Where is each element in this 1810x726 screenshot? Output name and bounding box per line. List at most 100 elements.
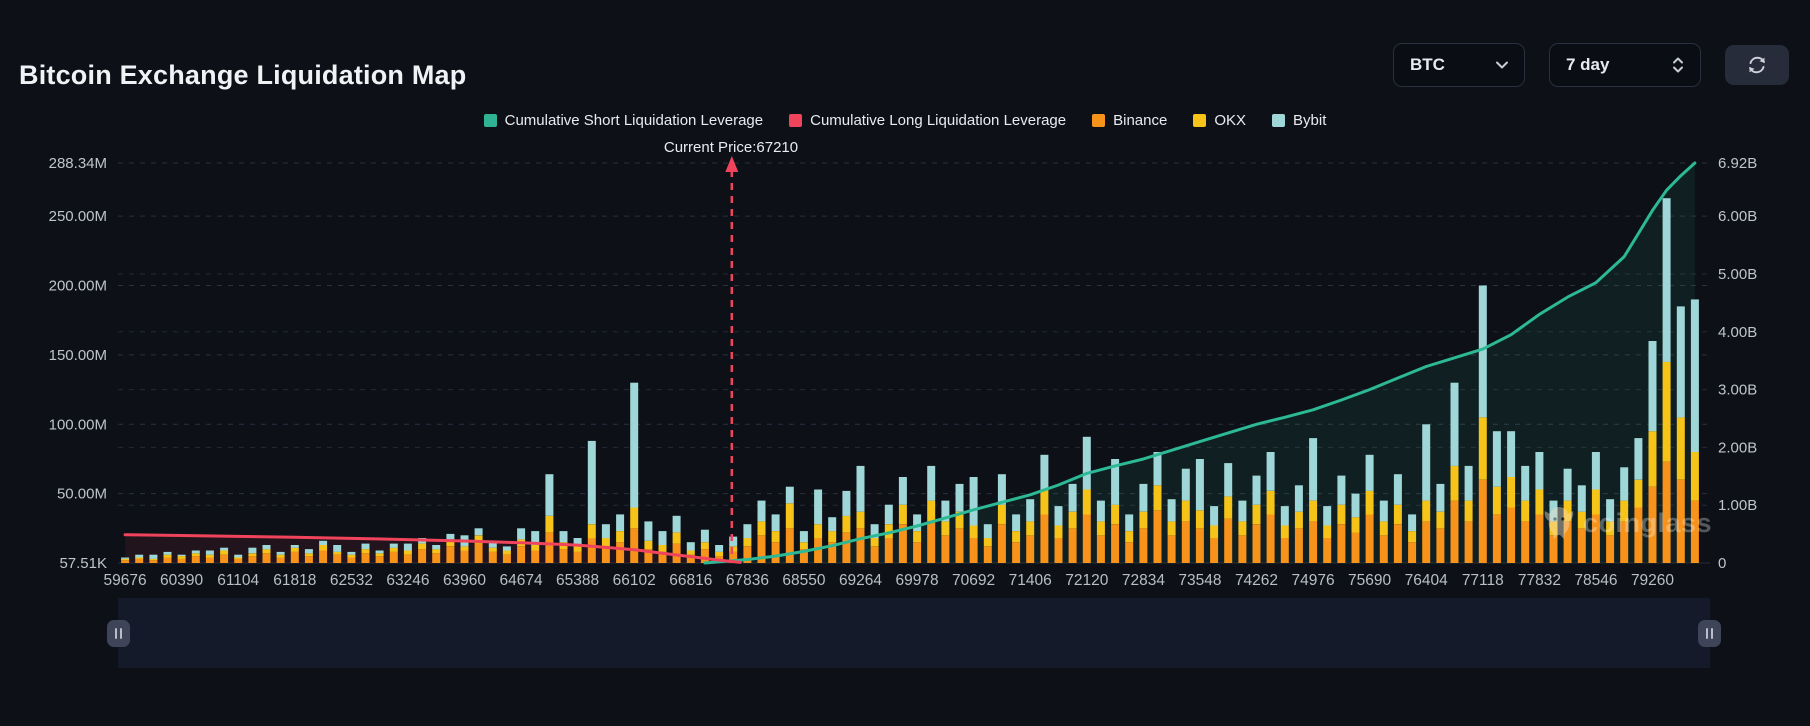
bar-okx[interactable] bbox=[1591, 489, 1600, 515]
bar-bybit[interactable] bbox=[1648, 341, 1657, 432]
bar-okx[interactable] bbox=[913, 531, 922, 543]
bar-okx[interactable] bbox=[616, 531, 625, 543]
bar-bybit[interactable] bbox=[1634, 438, 1643, 480]
bar-bybit[interactable] bbox=[177, 554, 186, 557]
bar-binance[interactable] bbox=[290, 551, 299, 563]
bar-okx[interactable] bbox=[375, 553, 384, 557]
bar-bybit[interactable] bbox=[1252, 475, 1261, 505]
bar-bybit[interactable] bbox=[1676, 306, 1685, 418]
bar-binance[interactable] bbox=[927, 521, 936, 563]
bar-okx[interactable] bbox=[1252, 504, 1261, 525]
bar-binance[interactable] bbox=[1266, 514, 1275, 563]
bar-bybit[interactable] bbox=[785, 486, 794, 504]
bar-bybit[interactable] bbox=[1012, 514, 1021, 531]
bar-binance[interactable] bbox=[898, 524, 907, 563]
bar-bybit[interactable] bbox=[616, 514, 625, 531]
bar-bybit[interactable] bbox=[1337, 475, 1346, 505]
bar-okx[interactable] bbox=[828, 531, 837, 543]
bar-bybit[interactable] bbox=[1408, 514, 1417, 531]
bar-bybit[interactable] bbox=[319, 540, 328, 545]
legend-item-cumulative-long-liquidation-leverage[interactable]: Cumulative Long Liquidation Leverage bbox=[789, 112, 1066, 129]
bar-binance[interactable] bbox=[1591, 514, 1600, 563]
bar-bybit[interactable] bbox=[1549, 500, 1558, 522]
bar-okx[interactable] bbox=[191, 553, 200, 557]
bar-okx[interactable] bbox=[1535, 489, 1544, 515]
bar-okx[interactable] bbox=[1393, 504, 1402, 525]
bar-binance[interactable] bbox=[1026, 535, 1035, 563]
bar-bybit[interactable] bbox=[220, 547, 229, 551]
bar-bybit[interactable] bbox=[1563, 468, 1572, 501]
bar-okx[interactable] bbox=[531, 545, 540, 551]
bar-bybit[interactable] bbox=[290, 545, 299, 548]
bar-binance[interactable] bbox=[644, 549, 653, 563]
bar-okx[interactable] bbox=[135, 557, 144, 559]
bar-bybit[interactable] bbox=[1492, 431, 1501, 487]
bar-bybit[interactable] bbox=[927, 465, 936, 501]
bar-bybit[interactable] bbox=[870, 524, 879, 539]
bar-okx[interactable] bbox=[955, 511, 964, 529]
bar-binance[interactable] bbox=[163, 557, 172, 564]
legend-item-okx[interactable]: OKX bbox=[1193, 112, 1246, 129]
bar-okx[interactable] bbox=[1648, 431, 1657, 487]
bar-binance[interactable] bbox=[658, 551, 667, 563]
bar-bybit[interactable] bbox=[1620, 467, 1629, 501]
bar-okx[interactable] bbox=[1210, 525, 1219, 539]
bar-okx[interactable] bbox=[1309, 500, 1318, 522]
bar-binance[interactable] bbox=[191, 556, 200, 563]
bar-bybit[interactable] bbox=[1040, 454, 1049, 490]
bar-binance[interactable] bbox=[1096, 535, 1105, 563]
bar-binance[interactable] bbox=[1464, 521, 1473, 563]
bar-okx[interactable] bbox=[672, 532, 681, 544]
bar-okx[interactable] bbox=[1507, 477, 1516, 508]
bar-okx[interactable] bbox=[248, 553, 257, 557]
bar-bybit[interactable] bbox=[983, 524, 992, 539]
bar-binance[interactable] bbox=[856, 528, 865, 563]
bar-bybit[interactable] bbox=[1125, 514, 1134, 531]
bar-okx[interactable] bbox=[856, 511, 865, 529]
bar-binance[interactable] bbox=[700, 549, 709, 563]
bar-okx[interactable] bbox=[361, 549, 370, 554]
bar-okx[interactable] bbox=[1577, 511, 1586, 529]
bar-bybit[interactable] bbox=[672, 515, 681, 533]
bar-bybit[interactable] bbox=[630, 382, 639, 508]
bar-bybit[interactable] bbox=[757, 500, 766, 522]
bar-binance[interactable] bbox=[969, 538, 978, 563]
bar-bybit[interactable] bbox=[1450, 382, 1459, 466]
bar-binance[interactable] bbox=[729, 551, 738, 563]
bar-binance[interactable] bbox=[545, 532, 554, 564]
bar-okx[interactable] bbox=[276, 554, 285, 558]
bar-okx[interactable] bbox=[304, 553, 313, 557]
bar-binance[interactable] bbox=[785, 528, 794, 563]
bar-okx[interactable] bbox=[319, 545, 328, 551]
bar-okx[interactable] bbox=[1492, 486, 1501, 515]
bar-binance[interactable] bbox=[474, 543, 483, 563]
bar-binance[interactable] bbox=[177, 558, 186, 563]
bar-bybit[interactable] bbox=[1464, 465, 1473, 501]
bar-binance[interactable] bbox=[686, 554, 695, 563]
bar-binance[interactable] bbox=[870, 546, 879, 563]
bar-bybit[interactable] bbox=[969, 477, 978, 526]
bar-binance[interactable] bbox=[1478, 479, 1487, 563]
bar-binance[interactable] bbox=[220, 554, 229, 563]
bar-okx[interactable] bbox=[1238, 521, 1247, 536]
bar-binance[interactable] bbox=[1224, 518, 1233, 563]
bar-binance[interactable] bbox=[502, 554, 511, 563]
bar-binance[interactable] bbox=[347, 557, 356, 564]
bar-binance[interactable] bbox=[630, 528, 639, 563]
symbol-select[interactable]: BTC bbox=[1393, 43, 1525, 87]
refresh-button[interactable] bbox=[1725, 45, 1789, 85]
bar-bybit[interactable] bbox=[743, 524, 752, 539]
bar-okx[interactable] bbox=[149, 558, 158, 561]
bar-binance[interactable] bbox=[1634, 507, 1643, 564]
bar-bybit[interactable] bbox=[191, 550, 200, 554]
bar-binance[interactable] bbox=[1351, 532, 1360, 564]
bar-okx[interactable] bbox=[1012, 531, 1021, 543]
bar-okx[interactable] bbox=[474, 535, 483, 544]
bar-okx[interactable] bbox=[700, 542, 709, 550]
bar-bybit[interactable] bbox=[389, 543, 398, 548]
bar-bybit[interactable] bbox=[1111, 459, 1120, 505]
bar-binance[interactable] bbox=[1139, 528, 1148, 563]
legend-item-bybit[interactable]: Bybit bbox=[1272, 112, 1326, 129]
bar-okx[interactable] bbox=[757, 521, 766, 536]
bar-binance[interactable] bbox=[828, 542, 837, 563]
